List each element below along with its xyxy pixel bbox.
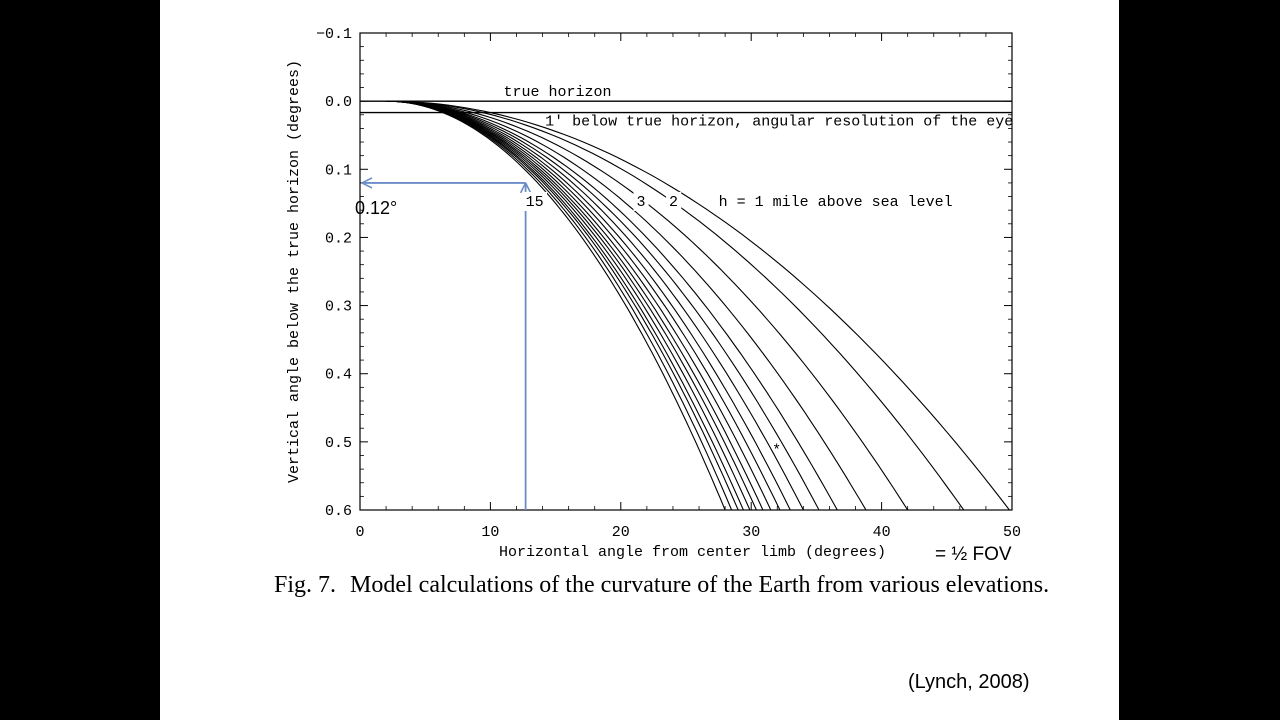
axis-ticks bbox=[359, 32, 1013, 511]
figure-caption: Fig. 7. Model calculations of the curvatu… bbox=[274, 570, 1054, 601]
y-tick-label: 0.2 bbox=[325, 230, 352, 247]
reference-lines bbox=[360, 100, 1012, 114]
y-tick-label: 0.4 bbox=[325, 367, 352, 384]
x-tick-label: 20 bbox=[612, 524, 630, 541]
curve-label-bg bbox=[633, 191, 649, 211]
figure-label: Fig. 7. bbox=[274, 572, 337, 598]
citation: (Lynch, 2008) bbox=[908, 671, 1030, 693]
reference-line-label: 1' below true horizon, angular resolutio… bbox=[545, 114, 1013, 131]
curve-label: h = 1 mile above sea level bbox=[719, 194, 953, 211]
curve-label-bg bbox=[666, 191, 682, 211]
x-axis-label: Horizontal angle from center limb (degre… bbox=[499, 544, 886, 561]
curve-line bbox=[386, 100, 804, 511]
curve-line bbox=[386, 100, 726, 511]
curve-label: 2 bbox=[669, 194, 678, 211]
caption-text: Model calculations of the curvature of t… bbox=[350, 572, 1050, 598]
curve-label: 3 bbox=[636, 194, 645, 211]
y-tick-label: 0.0 bbox=[325, 94, 352, 111]
chart-texts: 0 10 20 30 40 50 −0.1 0.0 0.1 0.2 0.3 0.4 0.5 0.6 Hori… bbox=[286, 26, 1021, 565]
readout-value: 0.12° bbox=[355, 198, 397, 218]
arrowhead-icon bbox=[361, 177, 373, 189]
curve-line bbox=[386, 100, 867, 511]
x-tick-label: 10 bbox=[481, 524, 499, 541]
curves bbox=[386, 100, 1010, 511]
curve-line bbox=[386, 100, 744, 511]
y-tick-label: −0.1 bbox=[316, 26, 352, 43]
slide: 0 10 20 30 40 50 −0.1 0.0 0.1 0.2 0.3 0.4 0.5 0.6 Hori… bbox=[160, 0, 1119, 720]
curve-line bbox=[386, 100, 1010, 511]
curve-line bbox=[386, 100, 838, 511]
curvature-chart: 0 10 20 30 40 50 −0.1 0.0 0.1 0.2 0.3 0.4 0.5 0.6 Hori… bbox=[286, 26, 1021, 565]
curve-line bbox=[386, 100, 733, 511]
arrowhead-icon bbox=[519, 182, 532, 194]
curve-line bbox=[386, 100, 820, 511]
x-tick-label: 30 bbox=[742, 524, 760, 541]
curve-line bbox=[386, 100, 764, 511]
curve-label-bg bbox=[522, 191, 548, 211]
x-tick-label: 0 bbox=[355, 524, 364, 541]
marker-lines bbox=[361, 177, 532, 510]
y-axis-label: Vertical angle below the true horizon (d… bbox=[286, 60, 303, 483]
curve-line bbox=[386, 100, 751, 511]
plot-border bbox=[359, 32, 1013, 511]
plot-frame bbox=[359, 32, 1013, 511]
curve-line bbox=[386, 100, 965, 511]
reference-line-label: true horizon bbox=[503, 84, 611, 101]
curve-line bbox=[386, 100, 909, 511]
curve-line bbox=[386, 100, 772, 511]
y-tick-label: 0.5 bbox=[325, 435, 352, 452]
fov-note: = ½ FOV bbox=[935, 544, 1012, 565]
y-tick-label: 0.3 bbox=[325, 299, 352, 316]
curve-label: * bbox=[772, 443, 781, 460]
curve-label-bg bbox=[715, 191, 961, 211]
y-tick-label: 0.1 bbox=[325, 162, 352, 179]
x-tick-label: 40 bbox=[873, 524, 891, 541]
curve-line bbox=[386, 100, 739, 511]
x-tick-label: 50 bbox=[1003, 524, 1021, 541]
y-tick-label: 0.6 bbox=[325, 503, 352, 520]
curve-line bbox=[386, 100, 791, 511]
curve-label: 15 bbox=[526, 194, 544, 211]
curve-line bbox=[386, 100, 781, 511]
